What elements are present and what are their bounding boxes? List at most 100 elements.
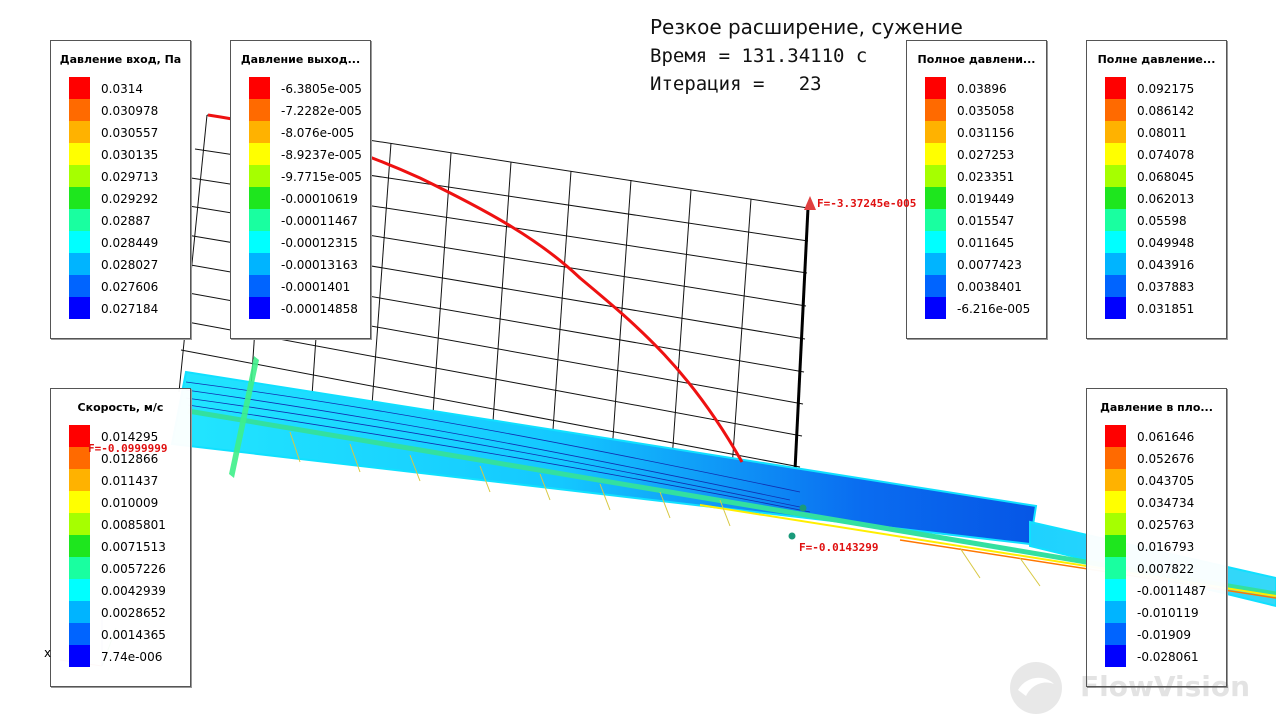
iteration-readout: Итерация = 23 [650, 73, 822, 95]
legend-value: 0.061646 [1137, 430, 1195, 444]
legend-value: -7.2282e-005 [281, 104, 362, 118]
legend-swatch [1105, 579, 1126, 601]
legend-value: 0.007822 [1137, 562, 1195, 576]
force-arrow-shaft [793, 207, 810, 471]
legend-value: 0.037883 [1137, 280, 1195, 294]
legend-title: Давление вход, Па [59, 53, 182, 66]
watermark-text: FlowVision [1080, 670, 1251, 703]
legend-swatch [69, 535, 90, 557]
legend-swatch [69, 601, 90, 623]
legend-value: -9.7715e-005 [281, 170, 362, 184]
legend-swatch [249, 275, 270, 297]
legend-value: -0.028061 [1137, 650, 1199, 664]
legend-value: 0.031156 [957, 126, 1015, 140]
legend-total-pressure-1[interactable]: Полное давлени... 0.03896 0.035058 0.031156… [906, 40, 1047, 339]
legend-swatch [69, 77, 90, 99]
legend-swatch [925, 143, 946, 165]
legend-swatch [69, 231, 90, 253]
legend-title: Давление выход... [240, 53, 361, 66]
legend-swatch [249, 77, 270, 99]
legend-value: 0.027253 [957, 148, 1015, 162]
legend-swatch [925, 231, 946, 253]
legend-value: 0.014295 [101, 430, 159, 444]
legend-value: 0.0028652 [101, 606, 166, 620]
legend-swatch [69, 557, 90, 579]
force-label-1: F=-3.37245e-005 [817, 197, 917, 210]
legend-title: Полное давлени... [917, 53, 1036, 66]
legend-value: 0.025763 [1137, 518, 1195, 532]
legend-swatch [69, 579, 90, 601]
legend-swatch [1105, 253, 1126, 275]
legend-value: -6.216e-005 [957, 302, 1031, 316]
legend-value: 0.029292 [101, 192, 159, 206]
legend-value: 0.08011 [1137, 126, 1187, 140]
legend-outlet-pressure[interactable]: Давление выход... -6.3805e-005 -7.2282e-00… [230, 40, 371, 339]
legend-swatch [69, 165, 90, 187]
legend-swatch [69, 425, 90, 447]
legend-swatch [1105, 645, 1126, 667]
legend-value: 0.049948 [1137, 236, 1195, 250]
legend-value: 0.092175 [1137, 82, 1195, 96]
legend-velocity[interactable]: Скорость, м/с 0.014295 0.012866 0.011437 0.0… [50, 388, 191, 687]
legend-value: 0.0014365 [101, 628, 166, 642]
legend-swatch [1105, 491, 1126, 513]
legend-value: 0.019449 [957, 192, 1015, 206]
legend-value: 0.0085801 [101, 518, 166, 532]
legend-swatch [925, 187, 946, 209]
legend-swatch [249, 121, 270, 143]
legend-value: -0.00013163 [281, 258, 358, 272]
axis-x-label: x [44, 646, 52, 660]
legend-swatch [1105, 623, 1126, 645]
legend-value: -8.9237e-005 [281, 148, 362, 162]
legend-value: 0.05598 [1137, 214, 1187, 228]
legend-value: 0.035058 [957, 104, 1015, 118]
legend-swatch [1105, 535, 1126, 557]
legend-value: 0.052676 [1137, 452, 1195, 466]
legend-swatch [925, 253, 946, 275]
legend-swatch [249, 231, 270, 253]
legend-swatch [69, 623, 90, 645]
legend-swatch [69, 447, 90, 469]
legend-swatch [69, 645, 90, 667]
legend-swatch [69, 253, 90, 275]
legend-swatch [249, 143, 270, 165]
legend-value: 0.043705 [1137, 474, 1195, 488]
legend-plane-pressure[interactable]: Давление в пло... 0.061646 0.052676 0.04370… [1086, 388, 1227, 687]
legend-swatch [249, 253, 270, 275]
legend-value: 0.068045 [1137, 170, 1195, 184]
legend-swatch [69, 469, 90, 491]
legend-swatch [1105, 297, 1126, 319]
legend-value: 0.027606 [101, 280, 159, 294]
legend-value: -0.00014858 [281, 302, 358, 316]
legend-value: -0.00010619 [281, 192, 358, 206]
legend-swatch [1105, 557, 1126, 579]
legend-value: 0.03896 [957, 82, 1007, 96]
legend-value: -0.01909 [1137, 628, 1191, 642]
legend-value: 0.028027 [101, 258, 159, 272]
legend-value: -6.3805e-005 [281, 82, 362, 96]
legend-value: -0.00012315 [281, 236, 358, 250]
legend-swatch [69, 275, 90, 297]
legend-value: 0.043916 [1137, 258, 1195, 272]
flowvision-logo-icon [1010, 662, 1062, 714]
legend-swatch [69, 297, 90, 319]
legend-swatch [1105, 187, 1126, 209]
legend-value: 0.0077423 [957, 258, 1022, 272]
legend-value: 0.086142 [1137, 104, 1195, 118]
legend-swatch [249, 209, 270, 231]
legend-swatch [925, 165, 946, 187]
legend-value: 0.012866 [101, 452, 159, 466]
legend-total-pressure-2[interactable]: Полне давление... 0.092175 0.086142 0.08011… [1086, 40, 1227, 339]
legend-swatch [69, 513, 90, 535]
legend-swatch [1105, 425, 1126, 447]
legend-inlet-pressure[interactable]: Давление вход, Па 0.0314 0.030978 0.030557 0… [50, 40, 191, 339]
legend-value: 0.011645 [957, 236, 1015, 250]
legend-swatch [925, 209, 946, 231]
legend-value: -0.010119 [1137, 606, 1199, 620]
force-label-3: F=-0.0143299 [799, 541, 879, 554]
legend-swatch [69, 491, 90, 513]
legend-swatch [1105, 231, 1126, 253]
legend-value: 0.0038401 [957, 280, 1022, 294]
legend-swatch [249, 99, 270, 121]
